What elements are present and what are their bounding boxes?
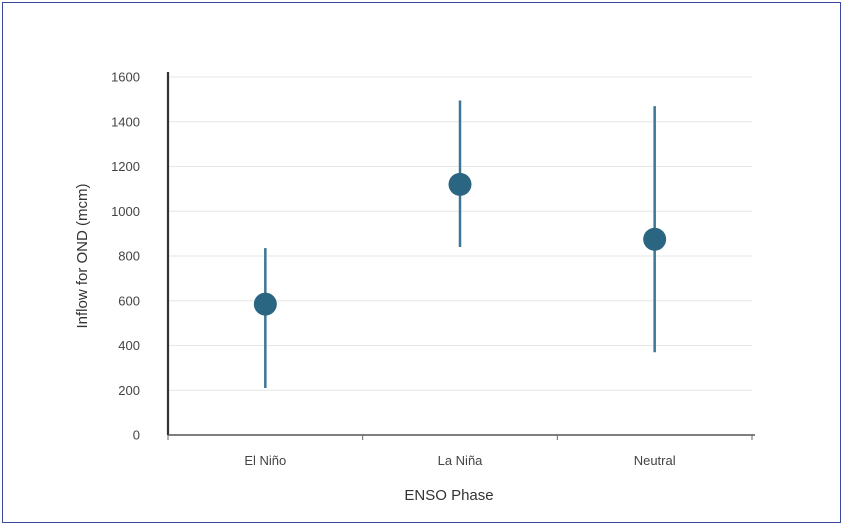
- y-tick-label: 400: [118, 338, 140, 353]
- y-tick-label: 0: [133, 428, 140, 443]
- y-tick-label: 1200: [111, 159, 140, 174]
- y-tick-label: 600: [118, 293, 140, 308]
- range-lines: [264, 100, 656, 389]
- y-tick-label: 200: [118, 383, 140, 398]
- y-tick-label: 1600: [111, 70, 140, 85]
- x-tick-label: La Niña: [438, 453, 484, 468]
- x-axis-title: ENSO Phase: [404, 487, 493, 504]
- axes: [166, 72, 755, 436]
- y-axis-title: Inflow for OND (mcm): [74, 183, 91, 328]
- y-tick-label: 1000: [111, 204, 140, 219]
- data-points: [253, 172, 667, 316]
- x-tick-label: El Niño: [244, 453, 286, 468]
- data-point: [253, 292, 277, 316]
- x-tick-label: Neutral: [634, 453, 676, 468]
- y-tick-labels: 0 200 400 600 800 1000 1200 1400 1600: [111, 70, 140, 443]
- y-tick-label: 800: [118, 249, 140, 264]
- y-tick-label: 1400: [111, 114, 140, 129]
- data-point: [448, 172, 472, 196]
- x-tick-labels: El Niño La Niña Neutral: [244, 453, 675, 468]
- x-ticks: [167, 435, 753, 440]
- data-point: [643, 227, 667, 251]
